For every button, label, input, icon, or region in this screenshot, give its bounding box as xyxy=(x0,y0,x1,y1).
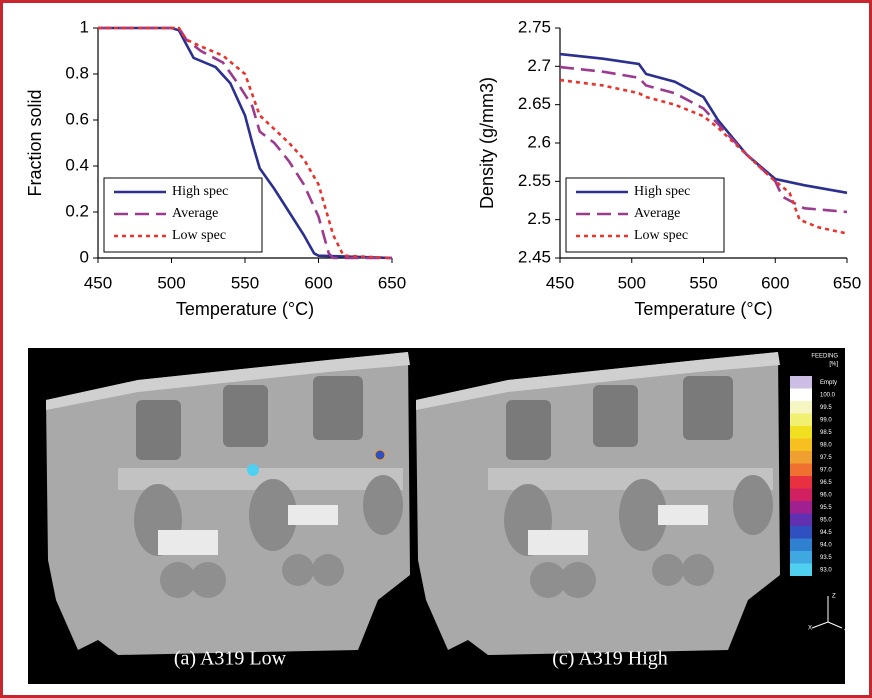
x-tick-label: 650 xyxy=(833,273,861,292)
colorbar-swatch xyxy=(790,489,812,502)
legend-label: Average xyxy=(634,206,680,221)
colorbar-swatch xyxy=(790,551,812,564)
colorbar-swatch xyxy=(790,476,812,489)
y-tick-label: 2.45 xyxy=(518,247,551,266)
colorbar-swatch xyxy=(790,439,812,452)
y-tick-label: 2.7 xyxy=(527,56,551,75)
colorbar-swatch xyxy=(790,539,812,552)
casting-highlight xyxy=(658,505,708,525)
x-tick-label: 550 xyxy=(689,273,717,292)
axis-glyph-label: X xyxy=(808,626,812,632)
colorbar-swatch xyxy=(790,451,812,464)
x-tick-label: 500 xyxy=(618,273,646,292)
colorbar-label: 95.5 xyxy=(820,505,832,511)
casting-bore xyxy=(363,475,403,535)
y-tick-label: 0.4 xyxy=(65,155,89,174)
y-axis-title: Density (g/mm3) xyxy=(477,77,497,209)
legend-label: Low spec xyxy=(172,228,226,243)
casting-highlight xyxy=(288,505,338,525)
colorbar-label: 93.0 xyxy=(820,568,832,574)
defect xyxy=(247,464,259,476)
colorbar-label: 97.0 xyxy=(820,468,832,474)
casting-window xyxy=(313,376,363,440)
casting-highlight xyxy=(528,530,588,555)
casting-hole xyxy=(312,554,344,586)
colorbar-label: 98.0 xyxy=(820,443,832,449)
y-tick-label: 0.2 xyxy=(65,201,89,220)
x-tick-label: 500 xyxy=(157,273,185,292)
casting-hole xyxy=(282,554,314,586)
y-tick-label: 0 xyxy=(80,247,89,266)
colorbar-swatch xyxy=(790,389,812,402)
y-tick-label: 2.6 xyxy=(527,132,551,151)
colorbar-label: 100.0 xyxy=(820,393,836,399)
x-axis-title: Temperature (°C) xyxy=(634,299,772,319)
colorbar-title: FEEDING xyxy=(811,354,838,360)
x-tick-label: 600 xyxy=(304,273,332,292)
y-tick-label: 2.75 xyxy=(518,17,551,36)
colorbar-label: 97.5 xyxy=(820,455,832,461)
colorbar-swatch xyxy=(790,501,812,514)
legend-label: High spec xyxy=(172,184,228,199)
y-tick-label: 2.65 xyxy=(518,94,551,113)
casting-hole xyxy=(560,562,596,598)
panel-caption: (a) A319 Low xyxy=(174,648,287,670)
colorbar-label: 98.5 xyxy=(820,430,832,436)
x-tick-label: 450 xyxy=(84,273,112,292)
colorbar-label: 94.0 xyxy=(820,543,832,549)
colorbar-title: [%] xyxy=(829,362,838,368)
casting-window xyxy=(506,400,551,460)
colorbar-label: 95.0 xyxy=(820,518,832,524)
colorbar-label: Empty xyxy=(820,380,837,386)
colorbar-label: 96.0 xyxy=(820,493,832,499)
colorbar-swatch xyxy=(790,414,812,427)
casting-hole xyxy=(682,554,714,586)
y-tick-label: 2.5 xyxy=(527,209,551,228)
axis-glyph-label: Y xyxy=(844,630,848,636)
legend-label: High spec xyxy=(634,184,690,199)
x-tick-label: 600 xyxy=(761,273,789,292)
y-tick-label: 0.6 xyxy=(65,109,89,128)
colorbar-label: 94.5 xyxy=(820,530,832,536)
casting-hole xyxy=(190,562,226,598)
casting-window xyxy=(223,385,268,447)
defect xyxy=(375,450,385,460)
casting-model xyxy=(416,352,780,655)
colorbar-swatch xyxy=(790,464,812,477)
colorbar-label: 96.5 xyxy=(820,480,832,486)
panel-caption: (c) A319 High xyxy=(552,648,668,670)
casting-model xyxy=(46,352,410,655)
y-axis-title: Fraction solid xyxy=(25,89,45,196)
colorbar-swatch xyxy=(790,376,812,389)
casting-window xyxy=(136,400,181,460)
colorbar-swatch xyxy=(790,401,812,414)
axis-glyph-label: Z xyxy=(832,594,836,600)
legend-label: Average xyxy=(172,206,218,221)
y-tick-label: 2.55 xyxy=(518,171,551,190)
x-tick-label: 450 xyxy=(546,273,574,292)
figure: 0 0.2 0.4 0.6 0.8 1 450 500 550 600 650 Temperature… xyxy=(0,0,872,698)
colorbar-label: 93.5 xyxy=(820,555,832,561)
colorbar-label: 99.5 xyxy=(820,405,832,411)
casting-highlight xyxy=(158,530,218,555)
x-tick-label: 650 xyxy=(378,273,406,292)
colorbar-swatch xyxy=(790,426,812,439)
colorbar-swatch xyxy=(790,526,812,539)
casting-window xyxy=(593,385,638,447)
casting-window xyxy=(683,376,733,440)
legend-label: Low spec xyxy=(634,228,688,243)
colorbar-swatch xyxy=(790,564,812,577)
y-tick-label: 0.8 xyxy=(65,63,89,82)
x-tick-label: 550 xyxy=(231,273,259,292)
x-axis-title: Temperature (°C) xyxy=(176,299,314,319)
colorbar-swatch xyxy=(790,514,812,527)
y-tick-label: 1 xyxy=(80,17,89,36)
casting-hole xyxy=(652,554,684,586)
casting-bore xyxy=(733,475,773,535)
colorbar-label: 99.0 xyxy=(820,418,832,424)
